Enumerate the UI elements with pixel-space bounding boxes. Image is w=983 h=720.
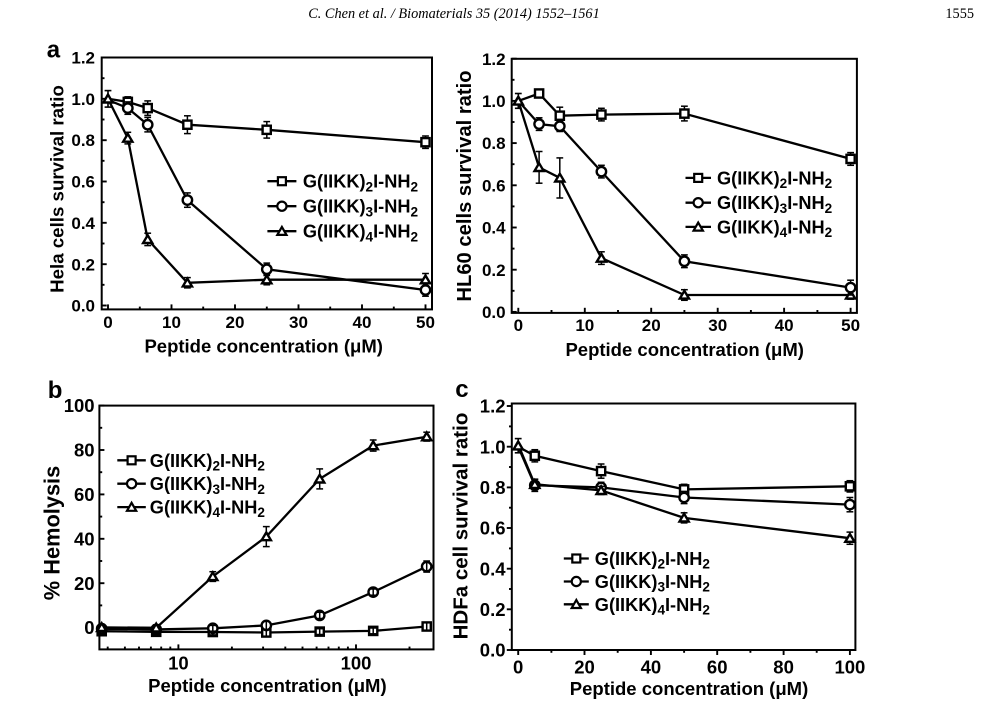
svg-text:1.0: 1.0 [71, 90, 95, 109]
svg-text:0: 0 [514, 316, 523, 335]
svg-text:0.4: 0.4 [71, 214, 95, 233]
svg-text:0.4: 0.4 [480, 558, 506, 579]
svg-text:40: 40 [775, 316, 794, 335]
svg-text:HL60 cells survival ratio: HL60 cells survival ratio [454, 70, 476, 301]
svg-text:40: 40 [74, 528, 95, 549]
svg-text:30: 30 [289, 313, 308, 332]
svg-text:40: 40 [641, 657, 662, 678]
svg-text:1.0: 1.0 [482, 92, 506, 111]
svg-text:60: 60 [707, 657, 728, 678]
svg-text:50: 50 [416, 313, 435, 332]
svg-text:20: 20 [642, 316, 661, 335]
svg-text:0.6: 0.6 [480, 518, 506, 539]
svg-text:0: 0 [84, 617, 94, 638]
svg-text:G(IIKK)3I-NH2: G(IIKK)3I-NH2 [150, 474, 266, 497]
svg-text:40: 40 [353, 313, 372, 332]
svg-text:10: 10 [162, 313, 181, 332]
svg-text:0.6: 0.6 [71, 173, 95, 192]
svg-text:a: a [47, 37, 61, 64]
svg-text:HDFa cell survival ratio: HDFa cell survival ratio [450, 413, 473, 640]
svg-text:80: 80 [773, 657, 794, 678]
svg-text:30: 30 [708, 316, 727, 335]
svg-text:0.2: 0.2 [480, 599, 506, 620]
svg-text:20: 20 [74, 573, 95, 594]
svg-text:c: c [455, 376, 468, 403]
svg-text:0.8: 0.8 [482, 134, 506, 153]
svg-text:10: 10 [168, 653, 189, 674]
svg-text:100: 100 [64, 395, 95, 416]
svg-text:10: 10 [575, 316, 594, 335]
svg-text:Peptide concentration (μM): Peptide concentration (μM) [565, 339, 803, 360]
svg-text:0.2: 0.2 [482, 261, 506, 280]
svg-text:20: 20 [574, 657, 595, 678]
svg-text:Peptide concentration (μM): Peptide concentration (μM) [570, 678, 808, 699]
svg-text:0.0: 0.0 [480, 640, 506, 661]
svg-text:C. Chen et al. / Biomaterials: C. Chen et al. / Biomaterials 35 (2014) … [308, 6, 599, 22]
svg-text:1.2: 1.2 [482, 50, 506, 69]
svg-text:Peptide concentration (μM): Peptide concentration (μM) [148, 675, 386, 696]
svg-text:G(IIKK)4I-NH2: G(IIKK)4I-NH2 [303, 222, 419, 245]
svg-text:0: 0 [513, 657, 523, 678]
svg-text:G(IIKK)2I-NH2: G(IIKK)2I-NH2 [717, 168, 833, 191]
svg-text:G(IIKK)3I-NH2: G(IIKK)3I-NH2 [717, 193, 833, 216]
svg-text:100: 100 [341, 653, 372, 674]
svg-text:G(IIKK)3I-NH2: G(IIKK)3I-NH2 [303, 197, 419, 220]
svg-text:100: 100 [834, 657, 865, 678]
svg-text:% Hemolysis: % Hemolysis [40, 466, 65, 600]
svg-text:0.4: 0.4 [482, 219, 506, 238]
svg-text:Peptide concentration (μM): Peptide concentration (μM) [144, 336, 382, 357]
svg-text:b: b [48, 377, 63, 404]
svg-text:1555: 1555 [945, 6, 974, 22]
svg-text:0.8: 0.8 [71, 131, 95, 150]
svg-text:G(IIKK)2I-NH2: G(IIKK)2I-NH2 [303, 172, 419, 195]
svg-text:G(IIKK)2I-NH2: G(IIKK)2I-NH2 [150, 451, 266, 474]
svg-text:1.0: 1.0 [480, 436, 506, 457]
svg-text:G(IIKK)4I-NH2: G(IIKK)4I-NH2 [717, 217, 833, 240]
svg-text:80: 80 [74, 440, 95, 461]
svg-text:Hela cells survival ratio: Hela cells survival ratio [47, 85, 68, 293]
svg-text:G(IIKK)3I-NH2: G(IIKK)3I-NH2 [595, 572, 711, 595]
svg-text:1.2: 1.2 [71, 49, 95, 68]
svg-text:G(IIKK)4I-NH2: G(IIKK)4I-NH2 [150, 498, 266, 521]
svg-text:0.8: 0.8 [480, 477, 506, 498]
svg-text:G(IIKK)4I-NH2: G(IIKK)4I-NH2 [595, 595, 711, 618]
svg-text:0.0: 0.0 [482, 303, 506, 322]
svg-text:20: 20 [226, 313, 245, 332]
svg-text:0: 0 [103, 313, 112, 332]
svg-text:G(IIKK)2I-NH2: G(IIKK)2I-NH2 [595, 549, 711, 572]
svg-text:60: 60 [74, 484, 95, 505]
svg-text:0.6: 0.6 [482, 176, 506, 195]
svg-text:50: 50 [841, 316, 860, 335]
svg-text:0.0: 0.0 [71, 297, 95, 316]
svg-text:1.2: 1.2 [480, 396, 506, 417]
svg-text:0.2: 0.2 [71, 255, 95, 274]
